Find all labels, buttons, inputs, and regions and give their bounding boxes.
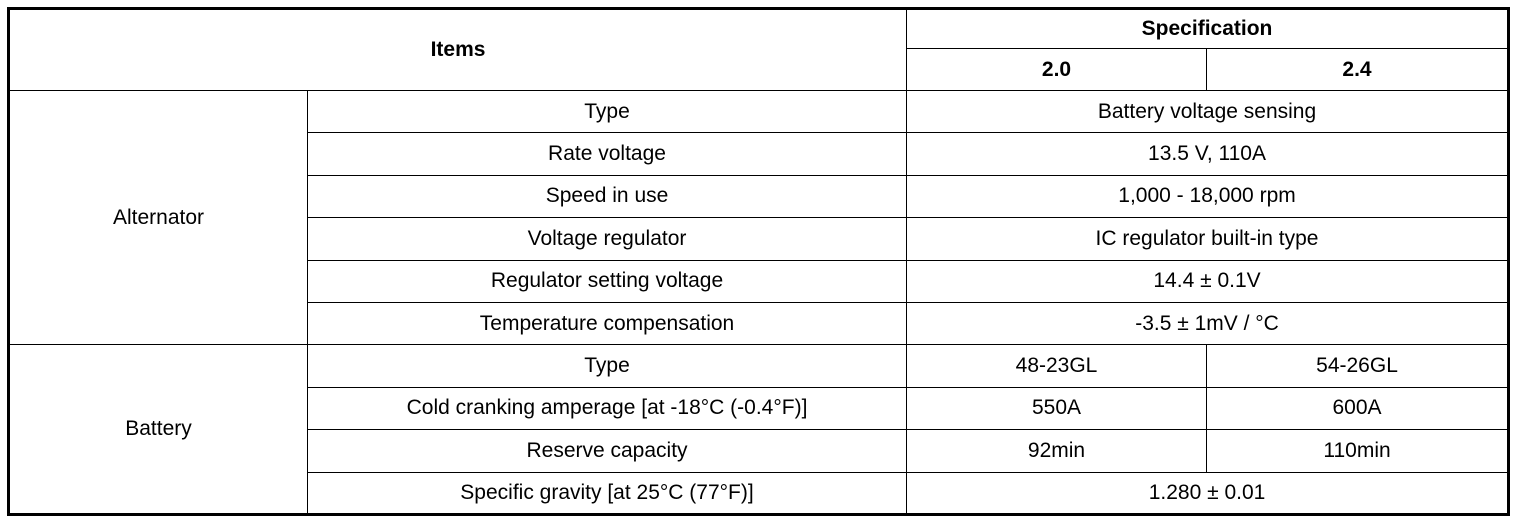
spec-value: 48-23GL <box>906 344 1208 388</box>
spec-value: 1.280 ± 0.01 <box>906 471 1510 515</box>
spec-value: 14.4 ± 0.1V <box>906 259 1510 303</box>
item-name: Rate voltage <box>306 132 908 176</box>
spec-value: 110min <box>1206 429 1510 473</box>
table-row: Temperature compensation -3.5 ± 1mV / °C <box>9 301 1510 346</box>
spec-value: 54-26GL <box>1206 344 1510 388</box>
item-name: Cold cranking amperage [at -18°C (-0.4°F… <box>306 386 908 431</box>
group-name: Alternator <box>8 89 308 346</box>
table-row: Rate voltage 13.5 V, 110A <box>9 132 1510 176</box>
spec-value: 92min <box>906 429 1208 473</box>
header-specification: Specification <box>906 8 1510 49</box>
spec-value: 1,000 - 18,000 rpm <box>906 174 1510 219</box>
header-items: Items <box>7 8 908 91</box>
item-name: Reserve capacity <box>306 429 908 473</box>
group-name: Battery <box>8 344 308 515</box>
spec-table-container: Items Specification 2.0 2.4 Alternator Type Ba… <box>7 7 1511 516</box>
table-row: Specific gravity [at 25°C (77°F)] 1.280 ±… <box>9 471 1510 515</box>
table-row: Battery Type 48-23GL 54-26GL <box>8 344 1510 515</box>
table-row: Alternator Type Battery voltage sensing <box>8 89 1510 346</box>
spec-table: Items Specification 2.0 2.4 Alternator Type Ba… <box>7 7 1511 516</box>
spec-value: 600A <box>1206 386 1510 431</box>
header-variant: 2.4 <box>1206 48 1510 91</box>
table-row: Reserve capacity 92min 110min <box>9 429 1510 473</box>
table-row: Regulator setting voltage 14.4 ± 0.1V <box>9 259 1510 303</box>
spec-value: Battery voltage sensing <box>906 89 1510 134</box>
spec-value: 13.5 V, 110A <box>906 132 1510 176</box>
item-name: Speed in use <box>306 174 908 219</box>
item-name: Temperature compensation <box>306 301 908 346</box>
item-name: Type <box>306 89 908 134</box>
table-row: Cold cranking amperage [at -18°C (-0.4°F… <box>9 386 1510 431</box>
table-row: Items Specification <box>7 8 1510 91</box>
item-name: Regulator setting voltage <box>306 259 908 303</box>
spec-value: 550A <box>906 386 1208 431</box>
item-name: Voltage regulator <box>306 217 908 261</box>
header-variant: 2.0 <box>906 48 1208 91</box>
table-row: Speed in use 1,000 - 18,000 rpm <box>9 174 1510 219</box>
spec-value: -3.5 ± 1mV / °C <box>906 301 1510 346</box>
table-row: Voltage regulator IC regulator built-in t… <box>9 217 1510 261</box>
item-name: Specific gravity [at 25°C (77°F)] <box>306 471 908 515</box>
item-name: Type <box>306 344 908 388</box>
spec-value: IC regulator built-in type <box>906 217 1510 261</box>
table-row: 2.0 2.4 <box>9 48 1510 91</box>
